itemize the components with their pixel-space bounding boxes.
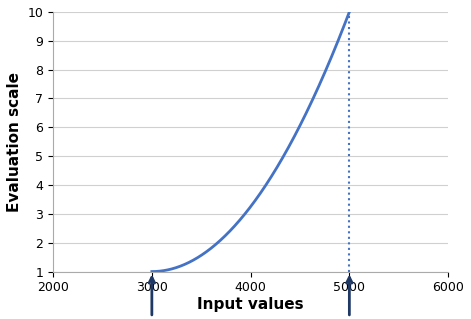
X-axis label: Input values: Input values (197, 297, 304, 312)
Y-axis label: Evaluation scale: Evaluation scale (7, 72, 22, 212)
